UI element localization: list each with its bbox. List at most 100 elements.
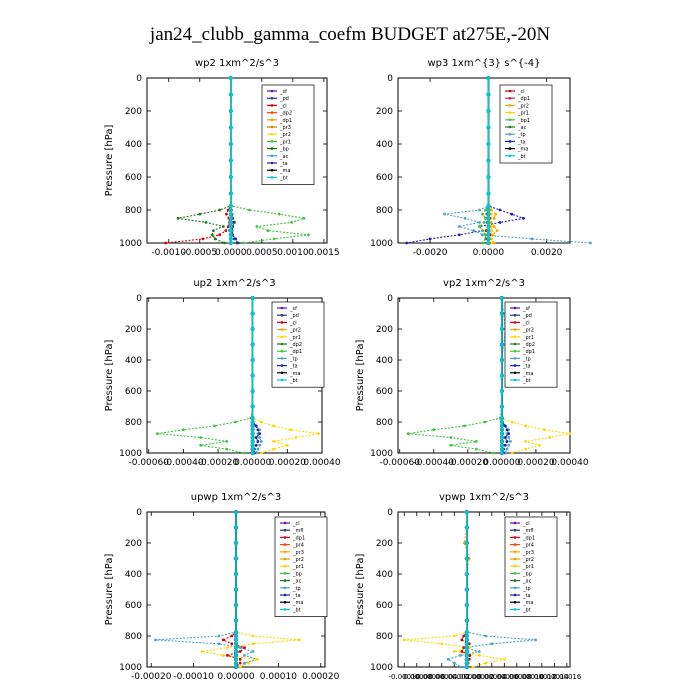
data-point: [226, 225, 230, 228]
data-point: [250, 342, 255, 347]
data-point: [254, 436, 258, 439]
data-point: [258, 432, 261, 435]
data-point: [228, 220, 233, 225]
legend-marker: [508, 111, 512, 114]
panel-3: up2 1xm^2/s^3 Pressure [hPa] 0 200 400 600 800…: [104, 278, 341, 468]
y-tick-label: 0: [387, 294, 393, 304]
x-tick-label: -0.00002: [439, 673, 470, 681]
legend: _sf_pd_cl _pr2_pr1_dp2_dp1_tp _ta_ma_bt: [271, 301, 325, 388]
legend-label: _bp: [292, 571, 302, 577]
data-point: [452, 634, 456, 638]
legend-label: _pr3: [292, 550, 304, 556]
data-point: [213, 424, 217, 428]
data-point: [217, 634, 221, 638]
y-tick-label: 800: [376, 418, 393, 428]
data-point: [241, 241, 245, 245]
data-point: [250, 327, 255, 331]
data-point: [250, 420, 255, 424]
data-point: [481, 229, 484, 233]
legend-label: _sf: [522, 306, 530, 312]
data-point: [223, 241, 227, 245]
data-point: [260, 420, 263, 424]
data-point: [182, 428, 185, 432]
plot-frame: [397, 297, 571, 454]
x-tick-label: -0.00004: [426, 673, 458, 681]
y-tick-label: 600: [376, 173, 393, 183]
x-tick-label: -0.00060: [379, 458, 420, 468]
legend-marker: [513, 593, 517, 597]
data-point: [486, 237, 491, 241]
legend-label: _ta: [522, 364, 531, 370]
legend-marker: [513, 536, 517, 539]
y-tick-label: 200: [376, 325, 393, 335]
y-tick-label: 200: [125, 107, 142, 117]
data-point: [256, 440, 260, 443]
data-point: [491, 233, 495, 237]
legend: _cl_mfl_dp1_pr4_pr3_pr2_pr1_bp_ac_tp_ta_…: [504, 516, 558, 617]
data-point: [462, 646, 466, 649]
data-point: [464, 653, 469, 658]
panel-2: wp3 1xm^{3} s^{-4} 0 200 400 600 800 1000 -0.00…: [370, 58, 592, 258]
data-point: [406, 432, 410, 435]
data-point: [484, 216, 487, 220]
data-point: [492, 225, 496, 228]
legend-marker: [270, 104, 274, 107]
data-point: [238, 665, 242, 669]
legend-label: _pr4: [292, 543, 304, 549]
data-point: [502, 657, 506, 661]
legend-label: _cl: [522, 521, 530, 527]
data-point: [467, 657, 471, 661]
x-tick-label: 0.0010: [277, 248, 309, 258]
data-point: [500, 389, 504, 393]
data-point: [225, 440, 229, 443]
x-tick-label: -0.00010: [173, 672, 214, 682]
x-tick-label: 0.00002: [465, 673, 494, 681]
x-tick-label: 0.0000: [215, 248, 247, 258]
legend-label: _pr1: [289, 335, 301, 341]
x-tick-label: 0.00000: [483, 458, 520, 468]
legend-label: _pr2: [292, 557, 304, 563]
legend-marker: [270, 89, 274, 93]
data-point: [156, 432, 159, 435]
legend-marker: [508, 96, 512, 100]
series-line-cl: [165, 78, 232, 244]
data-point: [154, 638, 157, 642]
data-point: [250, 451, 255, 455]
data-point: [234, 556, 238, 561]
legend-label: _cl: [517, 89, 525, 95]
legend-label: _mfl: [292, 528, 304, 534]
legend: _cl_dp1_pr2 _pr1_bp1_ac_tp_ta _ma_bt: [499, 84, 553, 164]
figure-title: jan24_clubb_gamma_coefm BUDGET at275E,-2…: [149, 24, 550, 45]
y-tick-label: 400: [125, 356, 142, 366]
data-point: [486, 175, 491, 179]
data-point: [507, 436, 511, 439]
data-point: [251, 634, 255, 638]
data-point: [250, 443, 255, 448]
x-tick-label: 0.00004: [477, 673, 506, 681]
data-point: [176, 216, 180, 220]
legend-marker: [270, 125, 274, 129]
data-point: [486, 92, 491, 97]
data-point: [289, 428, 293, 432]
data-point: [234, 665, 238, 669]
data-point: [463, 424, 466, 428]
data-point: [250, 389, 255, 393]
legend-label: _pr3: [522, 550, 534, 556]
data-point: [260, 440, 263, 443]
legend-label: _tp: [522, 586, 531, 592]
data-point: [255, 225, 259, 228]
data-point: [486, 232, 491, 237]
data-point: [250, 311, 255, 316]
x-tick-label: -0.0005: [182, 248, 217, 258]
data-point: [228, 224, 233, 229]
data-point: [225, 447, 229, 451]
data-point: [503, 443, 507, 447]
data-point: [481, 233, 484, 237]
legend-label: _dp1: [292, 535, 305, 541]
legend: _sf_pd_cl _dp2_dp1_pr3_pr2_pr1 _bp_ac_ta_m…: [261, 84, 315, 185]
x-tick-label: 0.0020: [531, 248, 563, 258]
data-point: [234, 641, 238, 646]
legend-label: _tp: [289, 356, 298, 362]
x-tick-label: 0.00040: [303, 458, 340, 468]
y-axis-label: Pressure [hPa]: [355, 554, 366, 626]
